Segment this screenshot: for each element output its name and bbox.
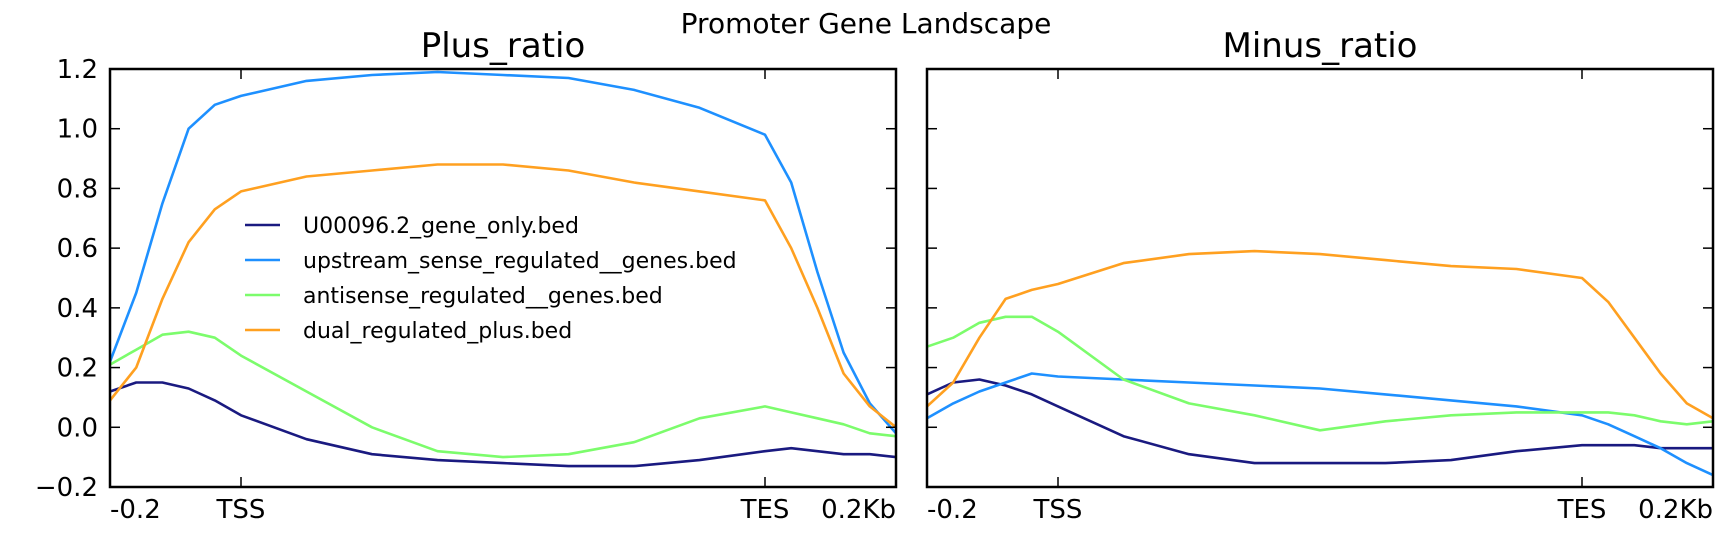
- legend-label: upstream_sense_regulated__genes.bed: [303, 249, 737, 274]
- y-tick-label: 1.0: [57, 115, 98, 145]
- panel-title: Plus_ratio: [421, 26, 586, 66]
- x-tick-label: -0.2: [110, 495, 161, 525]
- y-tick-label: −0.2: [35, 473, 98, 503]
- series-line-antisense-regulated-genes-bed: [109, 330, 897, 459]
- series-line-dual-regulated-plus-bed: [108, 163, 897, 429]
- x-tick-label: 0.2Kb: [821, 495, 896, 525]
- figure-title: Promoter Gene Landscape: [681, 7, 1052, 40]
- series-line-dual-regulated-plus-bed: [926, 249, 1714, 420]
- y-tick-label: 0.2: [57, 354, 98, 384]
- legend-label: antisense_regulated__genes.bed: [303, 284, 663, 309]
- y-tick-label: 0.6: [57, 234, 98, 264]
- panel-title: Minus_ratio: [1223, 26, 1418, 66]
- panel-minus-ratio: Minus_ratio -0.2 TSS TES 0.2Kb: [925, 26, 1715, 525]
- plot-frame: [108, 67, 898, 489]
- series-line-u00096-2-gene-only-bed: [926, 378, 1713, 465]
- series-line-antisense-regulated-genes-bed: [926, 315, 1714, 432]
- legend-label: U00096.2_gene_only.bed: [303, 214, 579, 239]
- x-tick-label: TES: [740, 495, 790, 525]
- legend-label: dual_regulated_plus.bed: [303, 319, 572, 344]
- x-tick-label: TES: [1557, 495, 1607, 525]
- series-line-upstream-sense-regulated-genes-bed: [108, 70, 897, 435]
- legend: U00096.2_gene_only.bed upstream_sense_reg…: [245, 214, 737, 344]
- x-tick-label: TSS: [1033, 495, 1083, 525]
- plot-frame: [925, 67, 1715, 489]
- x-tick-label: 0.2Kb: [1638, 495, 1713, 525]
- x-tick-label: TSS: [216, 495, 266, 525]
- series-line-u00096-2-gene-only-bed: [109, 381, 897, 468]
- x-tick-label: -0.2: [927, 495, 978, 525]
- series-line-upstream-sense-regulated-genes-bed: [926, 372, 1714, 477]
- y-tick-label: 0.8: [57, 174, 98, 204]
- y-tick-label: 1.2: [57, 55, 98, 85]
- y-tick-label: 0.0: [57, 413, 98, 443]
- y-tick-label: 0.4: [57, 294, 98, 324]
- panel-plus-ratio: Plus_ratio 1.2 1.0 0.8 0.6 0.4 0.2 0.0 −0.2 -0.2 T…: [35, 26, 898, 525]
